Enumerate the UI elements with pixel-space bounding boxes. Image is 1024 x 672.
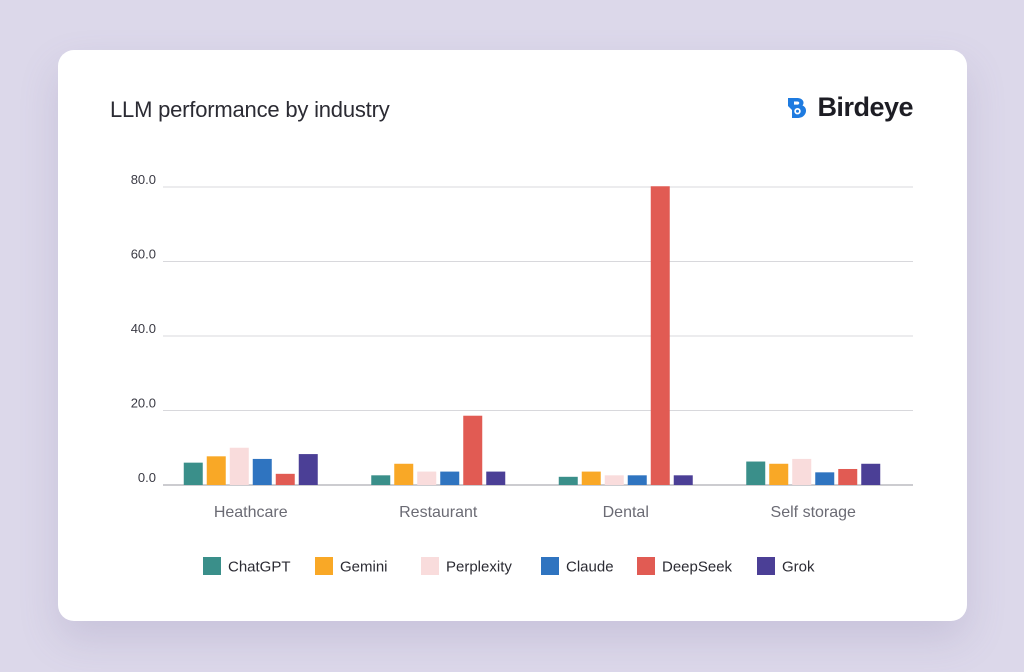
x-category-label: Heathcare xyxy=(214,504,288,521)
bar-gemini-self-storage xyxy=(769,463,789,485)
bar-chart: 0.0 20.0 40.0 60.0 80.0 Heathcare Restaurant De… xyxy=(131,172,913,576)
bar-claude-restaurant xyxy=(440,471,460,485)
bar-perplexity-heathcare xyxy=(229,447,249,485)
bar-deepseek-dental xyxy=(650,186,670,485)
brand-logo: Birdeye xyxy=(785,92,913,123)
x-category-label: Self storage xyxy=(771,504,856,521)
bar-perplexity-dental xyxy=(604,475,624,485)
y-tick-label: 0.0 xyxy=(138,470,156,485)
bar-chatgpt-dental xyxy=(558,476,578,485)
bar-deepseek-restaurant xyxy=(463,415,483,485)
legend-swatch-chatgpt xyxy=(203,557,221,575)
bar-chatgpt-self-storage xyxy=(746,461,766,485)
bar-chatgpt-restaurant xyxy=(371,475,391,485)
brand-name: Birdeye xyxy=(817,92,913,122)
bar-chatgpt-heathcare xyxy=(183,462,203,485)
bar-gemini-restaurant xyxy=(394,463,414,485)
legend-label-claude: Claude xyxy=(566,559,614,576)
y-tick-label: 60.0 xyxy=(131,247,156,262)
legend-swatch-gemini xyxy=(315,557,333,575)
y-tick-label: 40.0 xyxy=(131,321,156,336)
bar-gemini-dental xyxy=(581,471,601,485)
bar-deepseek-heathcare xyxy=(275,473,295,485)
bar-perplexity-self-storage xyxy=(792,458,812,485)
bar-grok-self-storage xyxy=(861,463,881,485)
legend-swatch-deepseek xyxy=(637,557,655,575)
bar-grok-dental xyxy=(673,475,693,485)
bar-grok-heathcare xyxy=(298,454,318,485)
x-category-label: Dental xyxy=(603,504,649,521)
legend-label-chatgpt: ChatGPT xyxy=(228,559,291,576)
y-tick-label: 80.0 xyxy=(131,172,156,187)
bar-claude-self-storage xyxy=(815,472,835,485)
x-category-label: Restaurant xyxy=(399,504,478,521)
legend-label-grok: Grok xyxy=(782,559,815,576)
bar-gemini-heathcare xyxy=(206,456,226,485)
bar-deepseek-self-storage xyxy=(838,468,858,485)
chart-title: LLM performance by industry xyxy=(110,97,390,122)
birdeye-logo-icon xyxy=(788,97,807,118)
legend-swatch-claude xyxy=(541,557,559,575)
bar-claude-dental xyxy=(627,475,647,485)
bar-perplexity-restaurant xyxy=(417,471,437,485)
legend-label-perplexity: Perplexity xyxy=(446,559,512,576)
bar-claude-heathcare xyxy=(252,458,272,485)
y-tick-label: 20.0 xyxy=(131,396,156,411)
bar-grok-restaurant xyxy=(486,471,506,485)
chart-card: LLM performance by industry Birdeye 0.0 2… xyxy=(58,50,967,621)
legend-label-gemini: Gemini xyxy=(340,559,388,576)
legend-swatch-perplexity xyxy=(421,557,439,575)
legend-swatch-grok xyxy=(757,557,775,575)
legend-label-deepseek: DeepSeek xyxy=(662,559,733,576)
